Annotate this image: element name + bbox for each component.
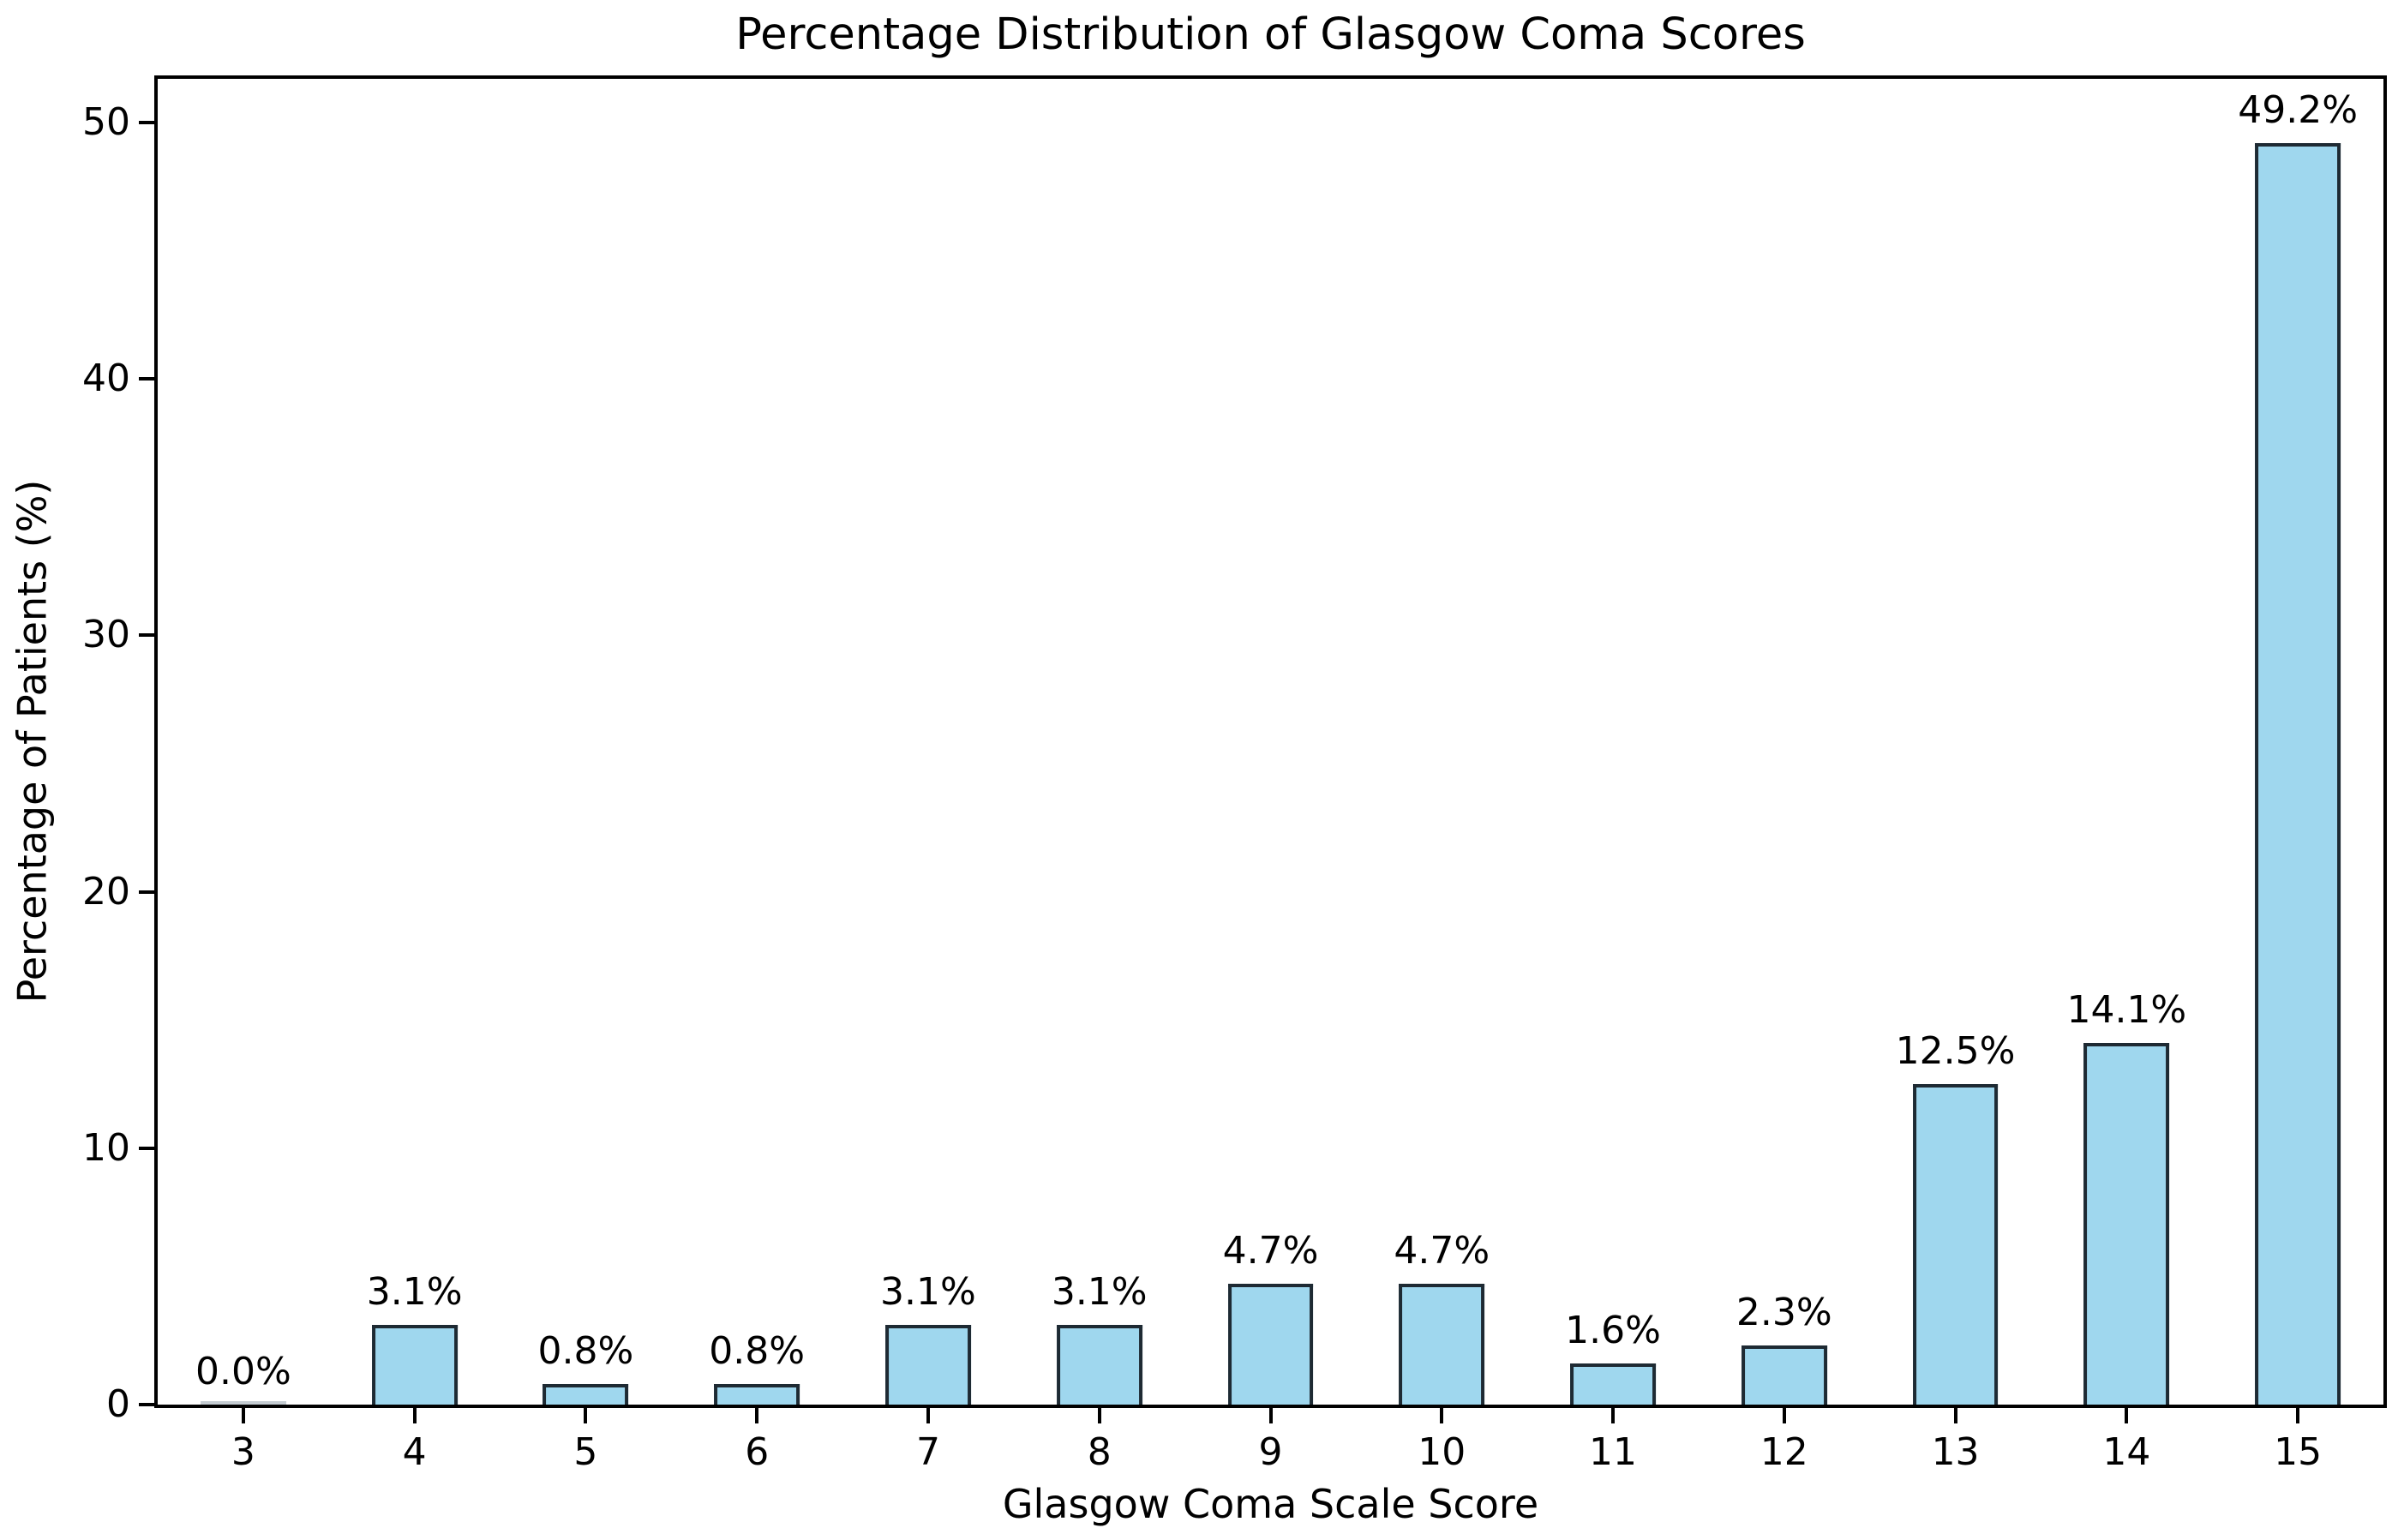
bar (1570, 1363, 1656, 1405)
y-tick-label: 40 (82, 357, 130, 401)
bar-value-label: 0.8% (709, 1329, 806, 1374)
bar-value-label: 0.8% (537, 1329, 634, 1374)
y-tick-label: 10 (82, 1125, 130, 1170)
x-tick-label: 11 (1589, 1430, 1638, 1474)
bar-value-label: 2.3% (1736, 1291, 1832, 1335)
x-tick-label: 14 (2102, 1430, 2151, 1474)
bar (1056, 1325, 1142, 1405)
x-tick-label: 6 (745, 1430, 770, 1474)
chart-title: Percentage Distribution of Glasgow Coma … (735, 9, 1806, 60)
bar (1399, 1284, 1485, 1405)
y-tick-label: 20 (82, 869, 130, 914)
bar-value-label: 14.1% (2066, 988, 2187, 1033)
y-axis-label: Percentage of Patients (%) (9, 479, 56, 1004)
x-tick-label: 12 (1760, 1430, 1808, 1474)
bar-value-label: 3.1% (1051, 1270, 1148, 1315)
bar-value-label: 4.7% (1394, 1229, 1490, 1273)
bar (1912, 1083, 1999, 1405)
bar-value-label: 3.1% (880, 1270, 976, 1315)
x-tick-label: 15 (2274, 1430, 2323, 1474)
bar (1227, 1284, 1314, 1405)
bar-value-label: 3.1% (366, 1270, 463, 1315)
y-tick-label: 0 (106, 1382, 130, 1426)
x-tick-label: 10 (1418, 1430, 1466, 1474)
x-tick-label: 4 (402, 1430, 427, 1474)
x-tick (1782, 1408, 1786, 1423)
zero-height-bar-line (200, 1401, 286, 1405)
x-tick (412, 1408, 417, 1423)
bar (1741, 1345, 1827, 1405)
x-tick (241, 1408, 245, 1423)
y-tick (139, 633, 154, 638)
bar (2083, 1043, 2170, 1405)
x-tick (926, 1408, 930, 1423)
x-tick (1953, 1408, 1957, 1423)
bar-value-label: 49.2% (2238, 87, 2358, 132)
x-tick-label: 8 (1087, 1430, 1112, 1474)
x-tick-label: 9 (1258, 1430, 1283, 1474)
bar-value-label: 1.6% (1565, 1309, 1661, 1353)
bar-value-label: 4.7% (1222, 1229, 1319, 1273)
x-tick (1611, 1408, 1616, 1423)
y-tick-label: 50 (82, 99, 130, 144)
x-tick-label: 3 (231, 1430, 255, 1474)
x-tick-label: 13 (1931, 1430, 1980, 1474)
y-tick (139, 1146, 154, 1150)
x-tick (1268, 1408, 1273, 1423)
plot-area: 0.0% 3 3.1% 4 0.8% 5 0.8% 6 3.1% 7 3.1% 8 4.7% 9 4.7% 1… (82, 75, 2387, 1471)
y-tick-label: 30 (82, 613, 130, 657)
y-tick (139, 120, 154, 124)
bar (371, 1325, 458, 1405)
y-tick (139, 377, 154, 381)
y-tick (139, 890, 154, 894)
x-tick (2125, 1408, 2129, 1423)
x-tick (1097, 1408, 1101, 1423)
x-tick (584, 1408, 588, 1423)
y-tick (139, 1403, 154, 1406)
bar (543, 1384, 629, 1405)
x-tick (1440, 1408, 1444, 1423)
x-tick-label: 5 (573, 1430, 598, 1474)
bar-value-label: 12.5% (1895, 1028, 2016, 1073)
x-tick (755, 1408, 759, 1423)
bar (714, 1384, 800, 1405)
bar (2255, 142, 2341, 1405)
x-tick-label: 7 (915, 1430, 940, 1474)
x-axis-label: Glasgow Coma Scale Score (1002, 1481, 1539, 1527)
bar-value-label: 0.0% (195, 1350, 291, 1393)
x-tick (2296, 1408, 2300, 1423)
bar (885, 1325, 971, 1405)
